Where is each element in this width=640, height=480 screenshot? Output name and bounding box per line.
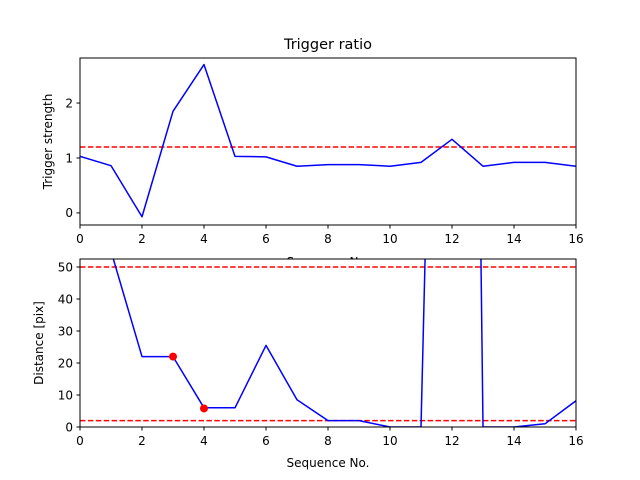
bottom-marker-point-1 <box>200 404 208 413</box>
bottom-x-tick-label-3: 6 <box>262 434 270 448</box>
bottom-y-tick-label-4: 40 <box>58 292 73 306</box>
top-x-tick-label-1: 2 <box>138 232 146 246</box>
top-chart-title: Trigger ratio <box>283 37 372 53</box>
top-plot-frame <box>79 57 577 226</box>
bottom-x-axis-label: Sequence No. <box>287 456 370 470</box>
top-y-tick-label-1: 1 <box>65 151 73 165</box>
top-y-ticks: 0 1 2 <box>65 96 80 220</box>
top-x-tick-label-7: 14 <box>506 232 521 246</box>
bottom-y-tick-label-2: 20 <box>58 356 73 370</box>
bottom-x-ticks: 0 2 4 6 8 10 12 14 16 <box>76 427 584 448</box>
bottom-highlight-markers <box>169 352 208 413</box>
bottom-plot-background <box>80 259 576 427</box>
bottom-x-tick-label-4: 8 <box>324 434 332 448</box>
top-x-ticks: 0 2 4 6 8 10 12 14 16 <box>76 225 584 246</box>
top-y-axis-label: Trigger strength <box>41 94 55 191</box>
bottom-y-tick-label-0: 0 <box>65 420 73 434</box>
top-y-tick-label-2: 2 <box>65 96 73 110</box>
bottom-x-tick-label-0: 0 <box>76 434 84 448</box>
bottom-x-tick-label-5: 10 <box>382 434 397 448</box>
top-y-tick-label-0: 0 <box>65 206 73 220</box>
bottom-y-tick-label-3: 30 <box>58 324 73 338</box>
top-x-tick-label-2: 4 <box>200 232 208 246</box>
bottom-y-ticks: 0 10 20 30 40 50 <box>58 260 80 434</box>
bottom-x-tick-label-2: 4 <box>200 434 208 448</box>
top-x-tick-label-0: 0 <box>76 232 84 246</box>
bottom-x-tick-label-6: 12 <box>444 434 459 448</box>
bottom-marker-point-0 <box>169 352 177 361</box>
bottom-chart: 0 2 4 6 8 10 12 14 16 0 10 20 30 40 50 Sequence No. D… <box>32 258 584 470</box>
top-x-tick-label-8: 16 <box>568 232 583 246</box>
bottom-x-tick-label-1: 2 <box>138 434 146 448</box>
top-x-tick-label-3: 6 <box>262 232 270 246</box>
bottom-y-axis-label: Distance [pix] <box>32 301 46 385</box>
top-x-tick-label-6: 12 <box>444 232 459 246</box>
top-x-tick-label-4: 8 <box>324 232 332 246</box>
bottom-x-tick-label-8: 16 <box>568 434 583 448</box>
top-x-tick-label-5: 10 <box>382 232 397 246</box>
top-series-group <box>80 63 576 218</box>
top-series-line-0 <box>80 63 576 218</box>
bottom-y-tick-label-5: 50 <box>58 260 73 274</box>
bottom-y-tick-label-1: 10 <box>58 388 73 402</box>
bottom-x-tick-label-7: 14 <box>506 434 521 448</box>
